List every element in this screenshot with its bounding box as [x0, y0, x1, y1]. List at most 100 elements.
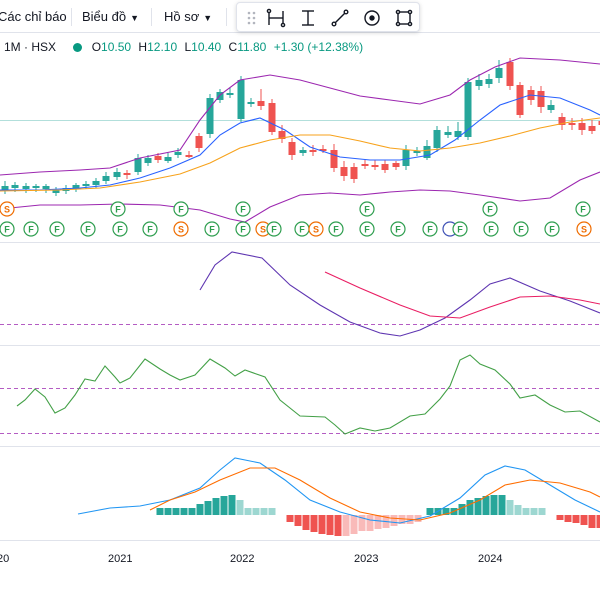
- candle-down: [185, 155, 193, 157]
- indicators-menu[interactable]: Các chỉ báo: [0, 0, 67, 33]
- macd-histogram-bar-positive: [252, 508, 260, 515]
- macd-histogram-bar-negative: [366, 515, 374, 531]
- macd-histogram-bar-positive: [482, 496, 490, 515]
- open-value: 10.50: [101, 40, 132, 54]
- moving-average-slow: [0, 117, 600, 192]
- marker-letter: F: [178, 205, 184, 215]
- candle-down: [558, 117, 566, 125]
- macd-histogram-bar-negative: [556, 515, 564, 520]
- candle-up: [206, 98, 214, 134]
- candle-up: [11, 185, 19, 188]
- close-value: 11.80: [237, 40, 267, 54]
- marker-letter: F: [271, 225, 277, 235]
- macd-histogram-bar-positive: [220, 496, 228, 515]
- measure-range-icon[interactable]: [265, 7, 287, 29]
- marker-circle: [452, 221, 468, 237]
- candle-down: [154, 156, 162, 160]
- macd-histogram-bar-positive: [172, 508, 180, 515]
- macd-histogram-bar-positive: [530, 508, 538, 515]
- financial-report-marker: F: [452, 221, 468, 237]
- financial-report-marker: F: [49, 221, 65, 237]
- macd-histogram-bar-negative: [318, 515, 326, 534]
- marker-letter: F: [518, 225, 524, 235]
- marker-letter: F: [209, 225, 215, 235]
- candle-up: [174, 152, 182, 155]
- macd-histogram-bar-positive: [244, 508, 252, 515]
- marker-circle: [513, 221, 529, 237]
- candle-down: [123, 173, 131, 175]
- macd-histogram-bar-negative: [564, 515, 572, 522]
- macd-histogram-bar-negative: [326, 515, 334, 535]
- marker-letter: S: [178, 225, 184, 235]
- candle-up: [485, 79, 493, 84]
- macd-histogram-bar-negative: [390, 515, 398, 526]
- marker-letter: F: [580, 205, 586, 215]
- open-label: O: [91, 40, 102, 54]
- marker-circle: [359, 221, 375, 237]
- candle-up: [402, 150, 410, 166]
- marker-circle: [235, 201, 251, 217]
- macd-histogram-bar-positive: [466, 500, 474, 515]
- symbol-interval[interactable]: 1M · HSX: [4, 40, 57, 54]
- macd-histogram-bar-positive: [228, 495, 236, 515]
- candle-up: [237, 80, 245, 119]
- marker-letter: F: [364, 225, 370, 235]
- macd-histogram-bar-positive: [164, 508, 172, 515]
- candle-down: [268, 103, 276, 132]
- candle-down: [392, 163, 400, 167]
- macd-histogram-bar-positive: [156, 508, 164, 515]
- financial-report-marker: F: [390, 221, 406, 237]
- change-value: +1.30 (+12.38%): [273, 40, 364, 54]
- marker-circle: [328, 221, 344, 237]
- financial-report-marker: F: [110, 201, 126, 217]
- chart-type-menu[interactable]: Biểu đồ ▼: [82, 0, 139, 33]
- marker-circle: [0, 201, 15, 217]
- macd-histogram-bar-positive: [188, 508, 196, 515]
- financial-report-marker: F: [173, 201, 189, 217]
- marker-circle: [483, 221, 499, 237]
- high-value: 12.10: [147, 40, 178, 54]
- trend-line-icon[interactable]: [329, 7, 351, 29]
- candle-down: [516, 85, 524, 115]
- candle-up: [22, 186, 30, 189]
- marker-circle: [112, 221, 128, 237]
- macd-histogram-bar-negative: [374, 515, 382, 529]
- candle-down: [568, 123, 576, 125]
- macd-histogram-bar-positive: [180, 508, 188, 515]
- marker-circle: [23, 221, 39, 237]
- macd-histogram-bar-positive: [514, 505, 522, 515]
- candle-up: [92, 181, 100, 185]
- macd-histogram-bar-positive: [458, 504, 466, 515]
- candle-up: [144, 158, 152, 163]
- drawing-toolbar: [236, 2, 420, 32]
- financial-report-marker: F: [80, 221, 96, 237]
- profile-menu[interactable]: Hồ sơ ▼: [164, 0, 212, 33]
- circle-target-icon[interactable]: [361, 7, 383, 29]
- rsi-line: [16, 354, 600, 435]
- candle-down: [588, 126, 596, 131]
- candle-up: [299, 150, 307, 153]
- split-event-marker: S: [308, 221, 324, 237]
- marker-circle: [0, 221, 15, 237]
- rectangle-select-icon[interactable]: [393, 7, 415, 29]
- bollinger-lower: [0, 171, 600, 223]
- toolbar-divider: [151, 8, 152, 26]
- financial-report-marker: F: [575, 201, 591, 217]
- macd-histogram-bar-positive: [196, 504, 204, 515]
- chevron-down-icon: ▼: [203, 13, 213, 23]
- marker-letter: F: [54, 225, 60, 235]
- financial-report-marker: F: [328, 221, 344, 237]
- financial-report-marker: F: [142, 221, 158, 237]
- macd-histogram-bar-positive: [538, 508, 546, 515]
- candle-down: [340, 167, 348, 176]
- macd-histogram-bar-negative: [294, 515, 302, 526]
- marker-letter: F: [299, 225, 305, 235]
- drag-handle-icon[interactable]: [241, 7, 263, 29]
- text-cursor-icon[interactable]: [297, 7, 319, 29]
- marker-letter: F: [85, 225, 91, 235]
- marker-letter: F: [488, 225, 494, 235]
- macd-histogram-bar-negative: [596, 515, 600, 528]
- marker-circle: [266, 221, 282, 237]
- candle-up: [216, 92, 224, 100]
